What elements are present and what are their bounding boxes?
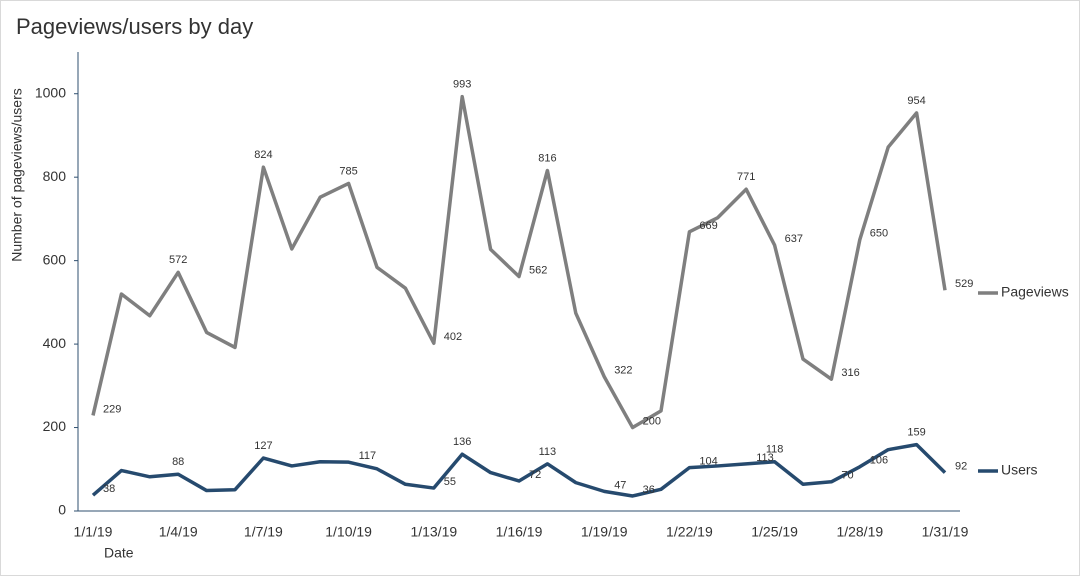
- data-label: 72: [529, 469, 541, 481]
- data-label: 136: [453, 436, 471, 448]
- data-label: 113: [539, 446, 557, 458]
- data-label: 159: [907, 427, 925, 439]
- data-label: 70: [841, 470, 853, 482]
- data-label: 88: [172, 456, 184, 468]
- x-tick-label: 1/28/19: [836, 524, 883, 540]
- data-label: 38: [103, 483, 115, 495]
- x-tick-label: 1/31/19: [922, 524, 969, 540]
- data-label: 47: [614, 479, 626, 491]
- data-label: 402: [444, 331, 462, 343]
- x-tick-label: 1/25/19: [751, 524, 798, 540]
- data-label: 127: [254, 440, 272, 452]
- data-label: 650: [870, 228, 888, 240]
- data-label: 113: [756, 452, 774, 464]
- data-label: 637: [785, 233, 803, 245]
- data-label: 562: [529, 264, 547, 276]
- data-label: 104: [699, 456, 717, 468]
- x-tick-label: 1/4/19: [159, 524, 198, 540]
- data-label: 322: [614, 365, 632, 377]
- x-tick-label: 1/22/19: [666, 524, 713, 540]
- data-label: 92: [955, 461, 967, 473]
- y-tick-label: 800: [43, 168, 67, 184]
- series-line: [91, 442, 947, 498]
- data-label: 316: [841, 367, 859, 379]
- x-tick-label: 1/1/19: [74, 524, 113, 540]
- y-tick-label: 200: [43, 418, 67, 434]
- data-label: 118: [766, 444, 784, 456]
- legend-label: Pageviews: [1001, 284, 1069, 300]
- data-label: 117: [359, 450, 377, 462]
- data-label: 993: [453, 79, 471, 91]
- data-label: 771: [737, 171, 755, 183]
- data-label: 229: [103, 403, 121, 415]
- series-line: [91, 94, 947, 430]
- data-label: 824: [254, 149, 272, 161]
- y-tick-label: 400: [43, 335, 67, 351]
- data-label: 36: [643, 484, 655, 496]
- data-label: 669: [699, 220, 717, 232]
- y-tick-label: 600: [43, 251, 67, 267]
- data-label: 572: [169, 254, 187, 266]
- data-label: 200: [643, 415, 661, 427]
- y-tick-label: 0: [58, 502, 66, 518]
- legend-label: Users: [1001, 462, 1038, 478]
- data-label: 55: [444, 476, 456, 488]
- data-label: 529: [955, 278, 973, 290]
- y-tick-label: 1000: [35, 84, 66, 100]
- x-tick-label: 1/10/19: [325, 524, 372, 540]
- x-axis-label: Date: [104, 545, 134, 561]
- y-axis-label: Number of pageviews/users: [9, 88, 25, 262]
- data-label: 954: [907, 95, 925, 107]
- data-label: 816: [538, 152, 556, 164]
- data-label: 106: [870, 455, 888, 467]
- chart-title: Pageviews/users by day: [16, 14, 253, 39]
- data-label: 785: [339, 165, 357, 177]
- x-tick-label: 1/16/19: [496, 524, 543, 540]
- x-tick-label: 1/7/19: [244, 524, 283, 540]
- x-tick-label: 1/13/19: [410, 524, 457, 540]
- x-tick-label: 1/19/19: [581, 524, 628, 540]
